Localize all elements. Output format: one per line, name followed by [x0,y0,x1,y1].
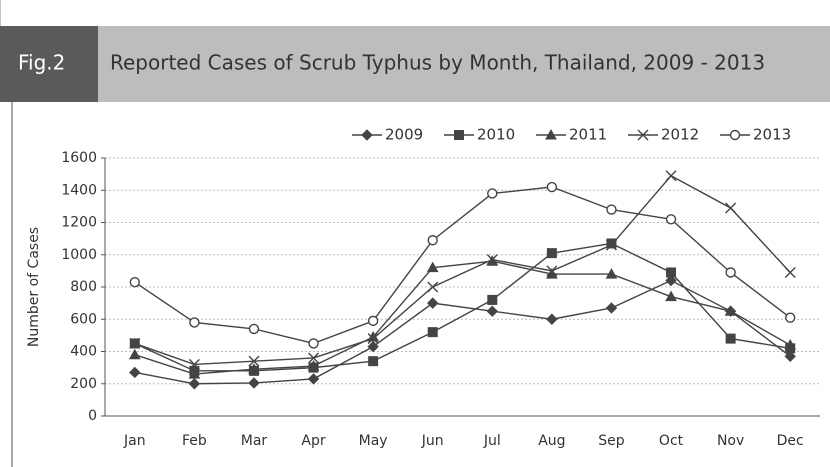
marker [546,313,558,325]
marker [729,129,741,141]
x-tick-label: Aug [538,433,565,449]
marker [784,339,797,350]
marker [605,268,618,279]
marker [248,323,260,335]
fig-label-box [0,26,98,102]
legend-label: 2009 [385,126,423,144]
legend-label: 2010 [477,126,515,144]
marker [785,312,796,323]
title-box [98,26,830,102]
x-tick-label: Feb [182,433,207,449]
y-tick-label: 1400 [61,182,97,198]
series-line [134,174,791,366]
marker [248,363,260,374]
x-tick-label: May [359,433,388,449]
marker [606,204,617,215]
y-tick-label: 200 [70,376,97,392]
marker [427,235,438,246]
marker [307,373,320,385]
x-tick-label: Nov [717,433,744,449]
y-tick-label: 1000 [61,247,97,263]
marker [487,188,498,199]
marker [129,276,140,288]
marker [307,359,320,371]
x-tick-label: Mar [241,433,268,449]
marker [188,368,201,379]
series-line [134,260,791,375]
marker [188,378,201,390]
marker [784,350,796,363]
fig-label: Fig.2 [18,51,65,75]
marker [129,366,141,379]
marker [426,261,439,273]
x-tick-label: Jan [123,433,146,449]
y-tick-label: 1600 [61,150,97,166]
marker [427,327,438,338]
x-tick-label: Apr [301,433,325,449]
marker [637,129,649,141]
x-tick-label: Sep [598,433,625,449]
marker [784,266,796,278]
marker [666,267,677,278]
marker [367,340,379,353]
marker [248,355,260,367]
chart-title: Reported Cases of Scrub Typhus by Month,… [110,51,765,75]
y-tick-label: 600 [70,311,97,327]
legend-label: 2013 [753,126,791,144]
marker [665,290,677,302]
marker [725,202,737,214]
marker [367,315,379,327]
marker [129,337,141,349]
marker [546,248,557,259]
marker [665,214,677,225]
marker [427,281,439,293]
marker [188,358,200,370]
x-tick-label: Jun [421,433,444,449]
marker [486,254,498,266]
marker [128,348,141,360]
marker [367,333,379,345]
marker [725,267,736,278]
marker [725,333,736,344]
x-tick-label: Jul [483,433,501,449]
marker [546,265,558,277]
legend-label: 2011 [569,126,607,144]
marker [487,294,498,305]
marker [606,238,617,249]
marker [361,129,373,141]
marker [368,356,379,367]
marker [605,239,617,251]
marker [454,130,464,140]
y-axis-label: Number of Cases [26,227,42,347]
series-line [134,279,791,385]
y-tick-label: 400 [70,344,97,360]
marker [724,305,737,316]
y-tick-label: 0 [88,408,97,424]
marker [605,302,618,314]
marker [248,377,260,389]
marker [546,181,558,193]
marker [665,274,677,287]
marker [427,297,439,309]
y-tick-label: 1200 [61,215,97,231]
marker [308,352,320,364]
marker [486,305,498,317]
x-tick-label: Oct [659,433,684,449]
legend-label: 2012 [661,126,699,144]
marker [545,128,557,140]
x-tick-label: Dec [777,433,804,449]
series-line [134,186,791,345]
y-tick-label: 800 [70,279,97,295]
marker [308,338,319,349]
series-line [134,242,791,372]
marker [665,170,677,182]
marker [189,317,200,328]
